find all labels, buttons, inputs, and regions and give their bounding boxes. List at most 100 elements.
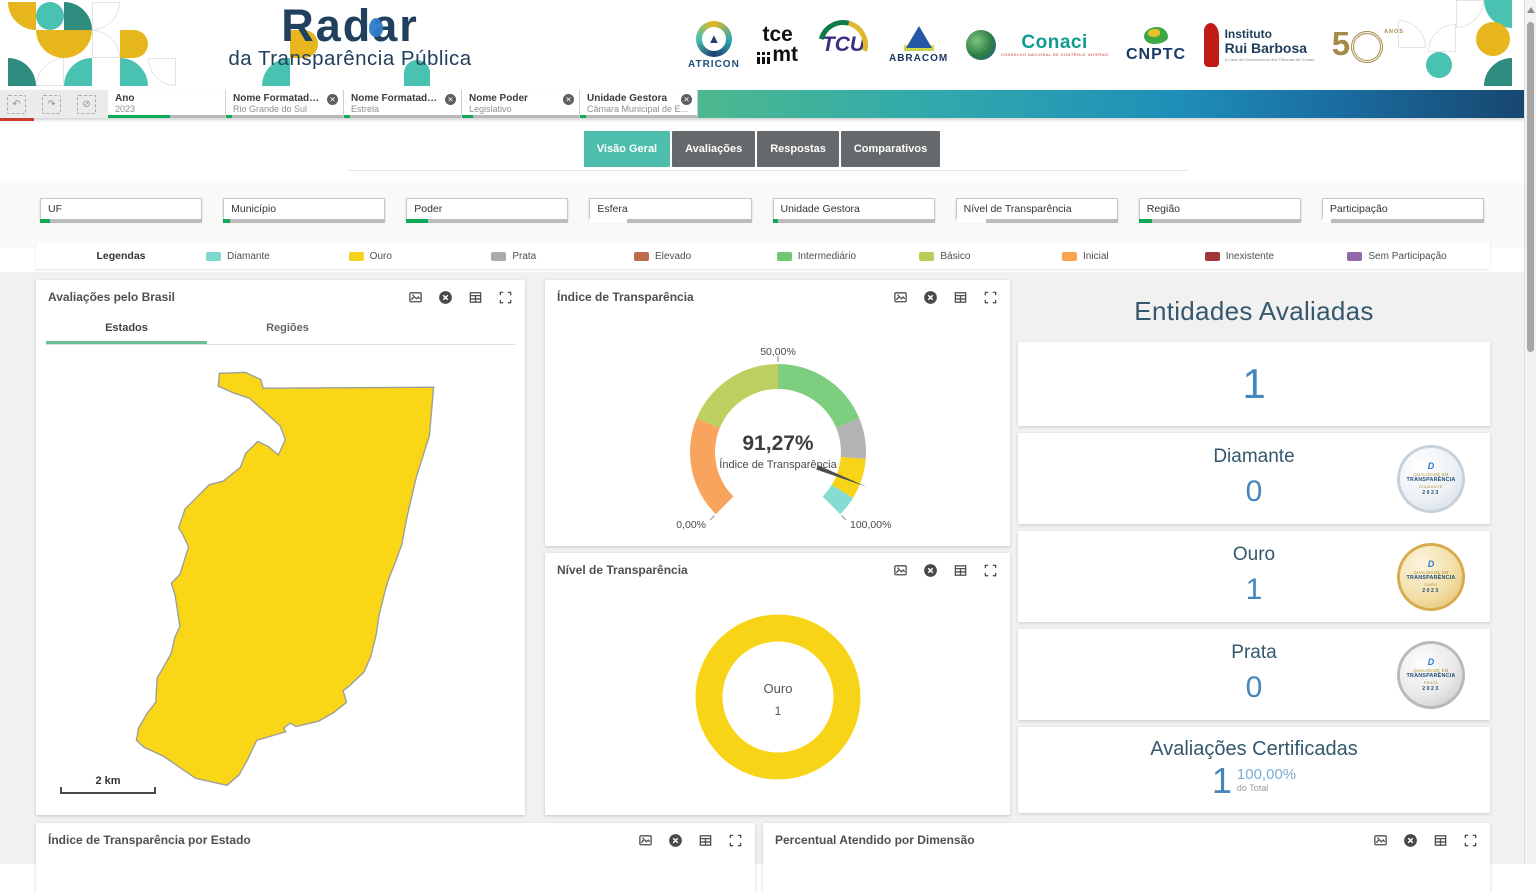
kpi-ouro: Ouro 1 D QUALIDADE EM TRANSPARÊNCIA OURO 2023 [1018,531,1490,622]
fullscreen-icon[interactable] [983,563,998,578]
kpi-value: 0 [1245,475,1263,508]
chip-close-icon[interactable]: ✕ [327,94,338,105]
atricon-logo: ▲ ATRICON [688,20,740,70]
mosaic-shape [148,58,176,86]
scrollbar-up-arrow[interactable] [1527,7,1535,13]
chip-close-icon[interactable]: ✕ [563,94,574,105]
legend-label: Diamante [227,250,270,262]
tab-regioes[interactable]: Regiões [266,321,309,334]
logo-subtitle: da Transparência Pública [228,47,472,71]
legend-item-inicial: Inicial [1062,251,1205,262]
chip-close-icon[interactable]: ✕ [681,94,692,105]
scrollbar-thumb[interactable] [1527,22,1534,352]
filter-select-nível-de-transparência[interactable]: Nível de Transparência [955,198,1118,223]
chip-value: 2023 [115,104,136,114]
legend-label: Elevado [655,250,692,262]
kpi-avaliacoes-certificadas: Avaliações Certificadas 1 100,00% do Tot… [1018,727,1490,813]
filter-selection-indicator [1321,219,1484,223]
image-icon[interactable] [893,563,908,578]
chip-value: Rio Grande do Sul [233,104,308,114]
mosaic-shape [120,30,148,58]
legend-label: Sem Participação [1368,250,1447,262]
sheet-tabs: Visão Geral Avaliações Respostas Comparativ… [0,131,1524,167]
mosaic-shape [120,58,148,86]
filter-chip[interactable]: Nome Poder ✕ Legislativo [462,90,580,118]
vertical-scrollbar[interactable] [1524,0,1536,864]
filter-select-esfera[interactable]: Esfera [589,198,752,223]
tab-estados[interactable]: Estados [46,314,207,344]
filter-label: Poder [414,203,443,215]
legend-item-intermediário: Intermediário [776,251,920,262]
kpi-prata: Prata 0 D QUALIDADE EM TRANSPARÊNCIA PRATA 202… [1018,629,1490,720]
sheet-tab-visão-geral[interactable]: Visão Geral [583,131,671,167]
close-icon[interactable] [668,833,683,848]
badge-ouro-icon: D QUALIDADE EM TRANSPARÊNCIA OURO 2023 [1400,545,1462,608]
filter-select-participação[interactable]: Participação [1321,198,1484,223]
sheet-tab-comparativos[interactable]: Comparativos [840,131,941,167]
fullscreen-icon[interactable] [498,290,513,305]
mosaic-shape [1484,58,1512,86]
image-icon[interactable] [1373,833,1388,848]
filter-chip[interactable]: Ano 2023 [108,90,226,118]
image-icon[interactable] [638,833,653,848]
image-icon[interactable] [893,290,908,305]
filter-select-poder[interactable]: Poder [406,198,569,223]
filter-selection-indicator [1138,219,1301,223]
filter-select-município[interactable]: Município [223,198,386,223]
kpi-value: 0 [1245,671,1263,704]
donut-chart[interactable]: Ouro 1 [545,587,1010,805]
logo-d-accent [369,18,383,37]
filter-chip[interactable]: Nome Formatado ... ✕ Estrela [344,90,462,118]
donut-slice-ouro[interactable] [695,614,861,780]
close-icon[interactable] [438,290,453,305]
legend-swatch [1347,251,1363,261]
filter-selection-indicator [406,219,569,223]
close-icon[interactable] [923,563,938,578]
mosaic-shape [36,2,64,30]
close-icon[interactable] [1403,833,1418,848]
table-icon[interactable] [1433,833,1448,848]
panel-title: Avaliações pelo Brasil [48,290,175,304]
sheet-tab-avaliações[interactable]: Avaliações [672,131,756,167]
filter-label: Região [1146,203,1181,215]
panel-title: Percentual Atendido por Dimensão [775,833,975,847]
filter-chip[interactable]: Nome Formatado ... ✕ Rio Grande do Sul [226,90,344,118]
legend-item-elevado: Elevado [634,251,777,262]
table-icon[interactable] [468,290,483,305]
legend-item-prata: Prata [491,251,634,262]
table-icon[interactable] [953,290,968,305]
chip-close-icon[interactable]: ✕ [445,94,456,105]
filter-select-unidade-gestora[interactable]: Unidade Gestora [772,198,935,223]
gauge-chart: 50,00% 0,00% 100,00% 91,27% Índice de Transp… [676,346,891,531]
kpi-diamante: Diamante 0 D QUALIDADE EM TRANSPARÊNCIA DIAMA… [1018,433,1490,524]
close-icon[interactable] [923,290,938,305]
map-tabs: Estados Regiões [46,314,515,345]
step-forward-icon[interactable]: ↷ [42,95,61,114]
mosaic-shape [64,58,92,86]
app-logo: Radar da Transparência Pública [180,2,520,71]
mosaic-shape [92,2,120,30]
selection-chips: Ano 2023 Nome Formatado ... ✕ Rio Grande do … [108,90,698,118]
fullscreen-icon[interactable] [983,290,998,305]
sheet-tab-respostas[interactable]: Respostas [757,131,839,167]
map-region-shape [135,371,435,787]
filter-select-uf[interactable]: UF [40,198,203,223]
map-region-estrela[interactable] [135,371,435,787]
fullscreen-icon[interactable] [728,833,743,848]
legend-swatch [348,251,364,261]
panel-title: Índice de Transparência por Estado [48,833,251,847]
donut-center-label: Ouro [764,681,793,696]
legend-item-inexistente: Inexistente [1204,251,1348,262]
instituto-rui-barbosa-logo: Instituto Rui Barbosa A Casa do Conhecim… [1203,23,1314,67]
kpi-total-entidades: 1 [1018,342,1490,426]
clear-selections-icon[interactable]: ⊘ [77,95,96,114]
table-icon[interactable] [953,563,968,578]
fullscreen-icon[interactable] [1463,833,1478,848]
filter-chip[interactable]: Unidade Gestora ✕ Câmara Municipal de E... [580,90,698,118]
step-back-icon[interactable]: ↶ [7,95,26,114]
donut-center-value: 1 [775,704,782,718]
filter-row: UF Município Poder Esfera Unidade Gestora Nív… [40,198,1484,223]
filter-select-região[interactable]: Região [1138,198,1301,223]
table-icon[interactable] [698,833,713,848]
image-icon[interactable] [408,290,423,305]
